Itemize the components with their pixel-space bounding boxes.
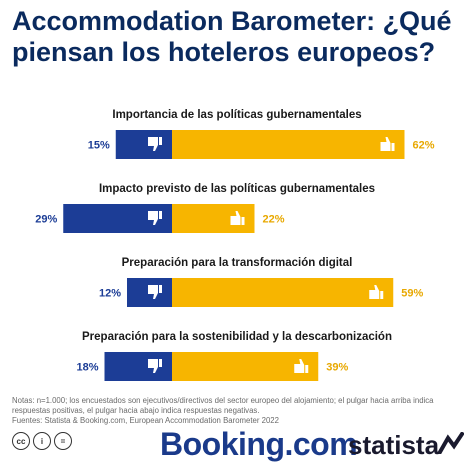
bar-positive	[172, 204, 255, 233]
notes-line-2: respuestas positivas, el pulgar hacia ab…	[12, 406, 260, 415]
thumbs-up-icon	[294, 359, 309, 373]
bar-positive	[172, 352, 319, 381]
thumbs-down-icon	[148, 211, 162, 225]
thumbs-up-icon	[380, 137, 395, 151]
category-label: Preparación para la transformación digit…	[122, 257, 353, 269]
notes-line-1: Notas: n=1.000; los encuestados son ejec…	[12, 396, 434, 405]
thumbs-up-icon	[230, 211, 245, 225]
cc-icon: cc	[12, 432, 30, 450]
creative-commons-icons: cc i =	[12, 432, 72, 450]
attribution-icon: i	[33, 432, 51, 450]
data-label-positive: 59%	[401, 288, 423, 300]
chart-title: Accommodation Barometer: ¿Qué piensan lo…	[12, 6, 452, 67]
bar-positive	[172, 130, 405, 159]
thumbs-down-icon	[148, 137, 162, 151]
diverging-bar-chart: Importancia de las políticas gubernament…	[35, 109, 435, 381]
thumbs-down-icon	[148, 359, 162, 373]
statista-logo-icon	[438, 432, 464, 454]
thumbs-down-icon	[148, 285, 162, 299]
footer: cc i = Booking.com statista	[0, 426, 474, 474]
bar-negative	[115, 130, 172, 159]
data-label-negative: 15%	[88, 140, 110, 152]
bar-positive	[172, 278, 394, 307]
category-label: Importancia de las políticas gubernament…	[112, 109, 361, 121]
data-label-negative: 18%	[76, 362, 98, 374]
thumbs-up-icon	[369, 285, 384, 299]
data-label-positive: 39%	[326, 362, 348, 374]
category-label: Preparación para la sostenibilidad y la …	[82, 331, 392, 343]
notes-source: Fuentes: Statista & Booking.com, Europea…	[12, 416, 279, 425]
notes: Notas: n=1.000; los encuestados son ejec…	[12, 396, 462, 426]
data-label-positive: 22%	[263, 214, 285, 226]
booking-logo: Booking.com	[160, 426, 358, 462]
data-label-positive: 62%	[413, 140, 435, 152]
data-label-negative: 12%	[99, 288, 121, 300]
statista-logo: statista	[348, 430, 440, 460]
data-label-negative: 29%	[35, 214, 57, 226]
no-derivatives-icon: =	[54, 432, 72, 450]
category-label: Impacto previsto de las políticas gubern…	[99, 183, 375, 195]
